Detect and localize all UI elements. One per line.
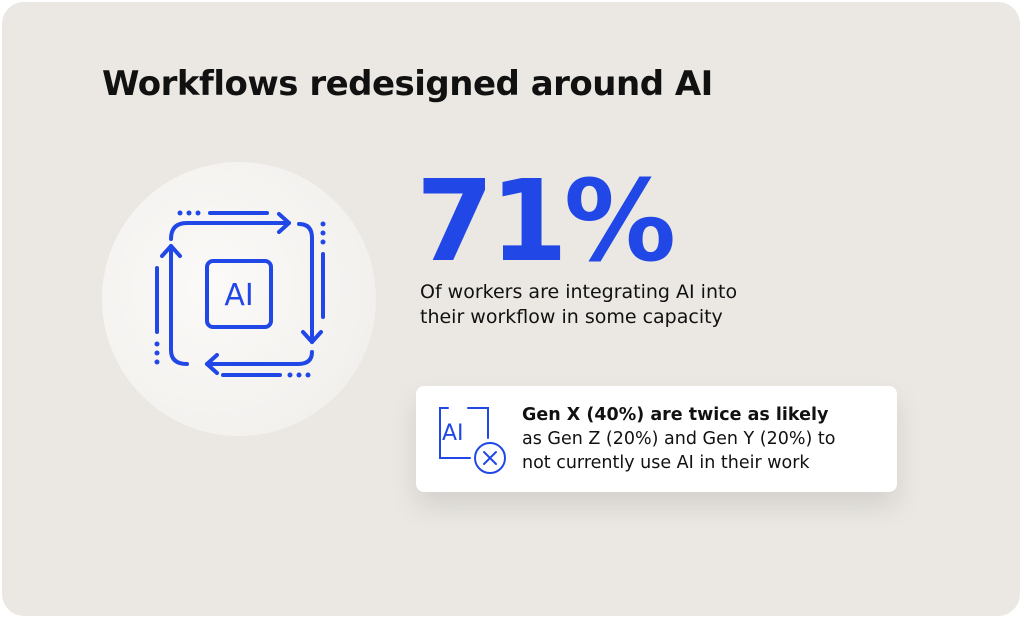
svg-text:AI: AI [442,421,464,446]
callout-box: AI Gen X (40%) are twice as likely as Ge… [416,386,897,492]
page-title: Workflows redesigned around AI [102,64,713,104]
ai-workflow-cycle-icon: AI [154,210,326,378]
stat-value: 71% [416,157,676,287]
ai-cross-icon: AI [439,407,506,474]
stat-description: Of workers are integrating AI into their… [420,281,738,328]
callout-body-line2: not currently use AI in their work [522,453,810,473]
icon-circle: AI [102,162,376,436]
callout-body-line1: as Gen Z (20%) and Gen Y (20%) to [522,429,836,449]
callout-headline: Gen X (40%) are twice as likely [522,405,829,425]
callout-text: Gen X (40%) are twice as likely as Gen Z… [522,403,835,475]
svg-text:AI: AI [224,278,253,313]
